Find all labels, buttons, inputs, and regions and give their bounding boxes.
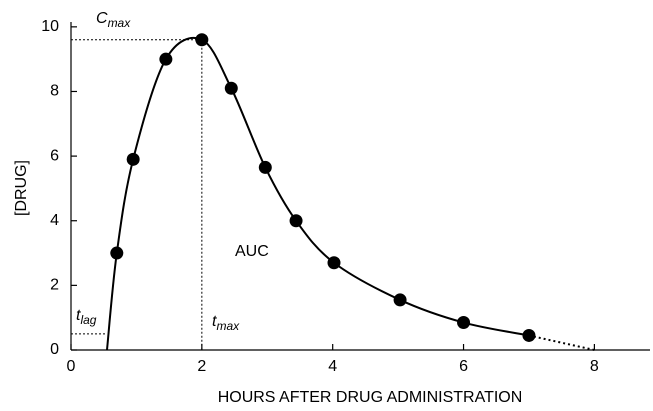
data-point [289,214,303,228]
cmax-sub: max [108,16,132,30]
fitted-curve [105,36,530,351]
cmax-main: C [96,10,108,27]
data-point [258,160,272,174]
y-tick-label: 2 [50,277,59,294]
x-tick-label: 0 [67,358,76,375]
data-point [159,52,173,66]
tmax-main: t [212,313,217,330]
y-axis-label: [DRUG] [13,160,30,216]
tlag-label: tlag [76,307,97,327]
extrapolation [528,334,595,351]
cmax-label: Cmax [96,10,131,30]
x-tick-label: 6 [459,358,468,375]
y-tick-label: 10 [41,18,59,35]
y-tick-label: 4 [50,212,59,229]
x-axis-label: HOURS AFTER DRUG ADMINISTRATION [218,389,523,406]
data-point [126,152,140,166]
data-point [457,316,471,330]
auc-label: AUC [235,243,269,260]
tlag-main: t [76,307,81,324]
data-point [195,33,209,47]
data-point [224,81,238,95]
y-tick-label: 0 [50,341,59,358]
x-tick-label: 2 [197,358,206,375]
data-point [110,246,124,260]
tlag-sub: lag [80,313,96,327]
x-tick-label: 8 [590,358,599,375]
x-tick-label: 4 [328,358,337,375]
y-tick-label: 6 [50,147,59,164]
data-point [522,328,536,342]
data-point [327,256,341,270]
data-point [393,293,407,307]
tmax-sub: max [216,319,240,333]
tmax-label: tmax [212,313,240,333]
y-tick-label: 8 [50,83,59,100]
